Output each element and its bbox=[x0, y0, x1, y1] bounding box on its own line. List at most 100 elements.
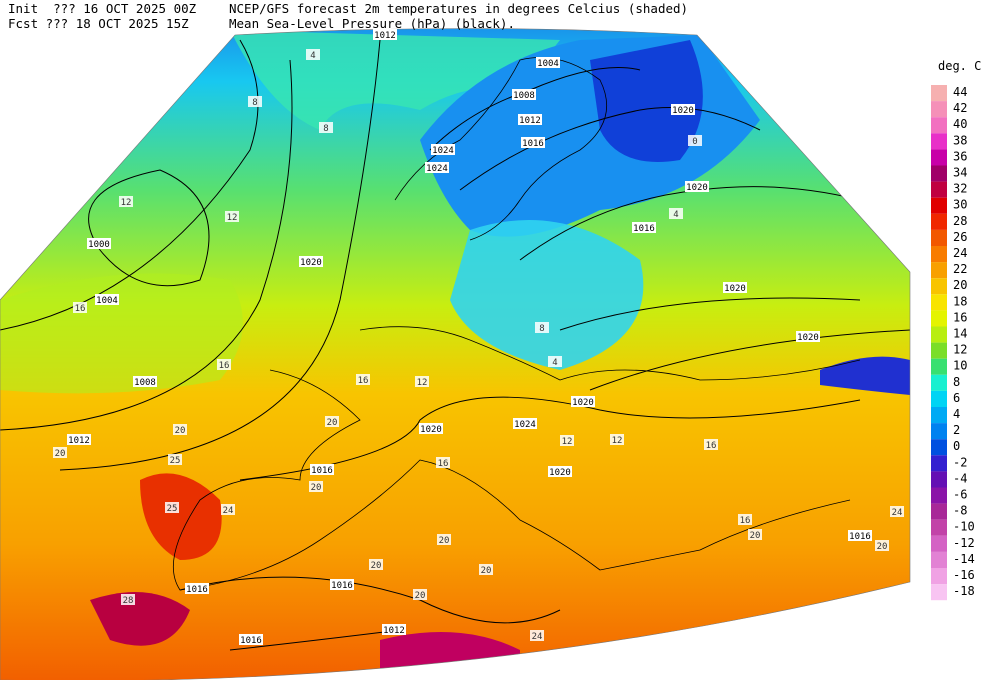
isobar-label-bg bbox=[431, 144, 455, 155]
isobar-label: 1020 bbox=[420, 425, 442, 435]
isobar-label-bg bbox=[373, 29, 397, 40]
temperature-label-bg bbox=[535, 322, 549, 333]
forecast-time: Fcst ??? 18 OCT 2025 15Z bbox=[8, 16, 189, 31]
temperature-label: 16 bbox=[706, 441, 717, 451]
isobar-label-bg bbox=[185, 583, 209, 594]
legend-swatch bbox=[931, 229, 947, 246]
isobar-label-bg bbox=[310, 464, 334, 475]
legend-swatch bbox=[931, 584, 947, 601]
temperature-label-bg bbox=[221, 504, 235, 515]
temperature-label-bg bbox=[121, 594, 135, 605]
legend-swatch bbox=[931, 503, 947, 520]
legend-label: -14 bbox=[953, 552, 975, 566]
temperature-label-bg bbox=[53, 447, 67, 458]
legend-label: 26 bbox=[953, 230, 967, 244]
legend-label: 18 bbox=[953, 294, 967, 308]
legend-swatch bbox=[931, 439, 947, 456]
isobar-label-bg bbox=[87, 238, 111, 249]
isobar-label-bg bbox=[419, 423, 443, 434]
legend-label: 36 bbox=[953, 149, 967, 163]
title-pressure: Mean Sea-Level Pressure (hPa) (black). bbox=[229, 16, 515, 31]
temperature-label: 20 bbox=[877, 542, 888, 552]
isobar-label-bg bbox=[671, 104, 695, 115]
legend-swatch bbox=[931, 535, 947, 552]
legend-label: 8 bbox=[953, 375, 960, 389]
legend-swatch bbox=[931, 278, 947, 295]
isobar-label: 1016 bbox=[186, 585, 208, 595]
title-temperature: NCEP/GFS forecast 2m temperatures in deg… bbox=[229, 1, 688, 16]
isobar-label-bg bbox=[425, 162, 449, 173]
legend-label: 14 bbox=[953, 327, 967, 341]
isobar-label: 1016 bbox=[633, 224, 655, 234]
legend-label: 10 bbox=[953, 359, 967, 373]
legend-swatch bbox=[931, 358, 947, 375]
temperature-label: 16 bbox=[75, 304, 86, 314]
temperature-label-bg bbox=[704, 439, 718, 450]
temperature-label: 20 bbox=[415, 591, 426, 601]
legend-label: -16 bbox=[953, 568, 975, 582]
temperature-label: 20 bbox=[311, 483, 322, 493]
isobar-label-bg bbox=[632, 222, 656, 233]
isobar-label: 1016 bbox=[849, 532, 871, 542]
temperature-label-bg bbox=[319, 122, 333, 133]
legend-swatch bbox=[931, 326, 947, 343]
legend-label: 38 bbox=[953, 133, 967, 147]
isobar-label-bg bbox=[685, 181, 709, 192]
legend-swatch bbox=[931, 423, 947, 440]
temperature-label-bg bbox=[875, 540, 889, 551]
isobar-label-bg bbox=[239, 634, 263, 645]
temperature-label: 20 bbox=[55, 449, 66, 459]
temperature-label-bg bbox=[479, 564, 493, 575]
legend-swatch bbox=[931, 342, 947, 359]
isobar-label-bg bbox=[513, 418, 537, 429]
temperature-label-bg bbox=[173, 424, 187, 435]
legend-swatch bbox=[931, 262, 947, 279]
legend-label: 30 bbox=[953, 198, 967, 212]
legend-label: -8 bbox=[953, 504, 967, 518]
isobar-label: 1000 bbox=[88, 240, 110, 250]
legend-label: -10 bbox=[953, 520, 975, 534]
legend-swatch bbox=[931, 471, 947, 488]
legend-swatch bbox=[931, 213, 947, 230]
isobar-label-bg bbox=[518, 114, 542, 125]
legend-label: 44 bbox=[953, 85, 967, 99]
isobar-label: 1004 bbox=[96, 296, 118, 306]
legend-label: 6 bbox=[953, 391, 960, 405]
legend-label: 32 bbox=[953, 182, 967, 196]
temperature-label: 16 bbox=[740, 516, 751, 526]
isobar-label-bg bbox=[512, 89, 536, 100]
isobar-label-bg bbox=[299, 256, 323, 267]
temperature-label-bg bbox=[119, 196, 133, 207]
legend-label: 16 bbox=[953, 310, 967, 324]
map-labels: 1012 1004 1008 1012 1016 1020 1020 1016 1020 1020… bbox=[53, 29, 904, 646]
legend-swatch bbox=[931, 455, 947, 472]
isobar-label-bg bbox=[848, 530, 872, 541]
isobar-label: 1020 bbox=[797, 333, 819, 343]
legend-swatch bbox=[931, 519, 947, 536]
legend-label: -6 bbox=[953, 488, 967, 502]
isobar-label-bg bbox=[95, 294, 119, 305]
temperature-label: 12 bbox=[562, 437, 573, 447]
temperature-label-bg bbox=[437, 534, 451, 545]
isobar-label-bg bbox=[548, 466, 572, 477]
temperature-label: 16 bbox=[358, 376, 369, 386]
temperature-label-bg bbox=[890, 506, 904, 517]
legend-swatch bbox=[931, 390, 947, 407]
isobar-label-bg bbox=[133, 376, 157, 387]
isobar-label: 1008 bbox=[134, 378, 156, 388]
temperature-label-bg bbox=[688, 135, 702, 146]
legend-swatch bbox=[931, 117, 947, 134]
isobar-label: 1012 bbox=[374, 31, 396, 41]
legend-label: 24 bbox=[953, 246, 967, 260]
temperature-label: 20 bbox=[439, 536, 450, 546]
legend-swatch bbox=[931, 165, 947, 182]
isobar-label: 1008 bbox=[513, 91, 535, 101]
temperature-label: 0 bbox=[692, 137, 697, 147]
legend-swatch bbox=[931, 101, 947, 118]
temperature-label-bg bbox=[436, 457, 450, 468]
legend-swatch bbox=[931, 181, 947, 198]
legend-swatch bbox=[931, 407, 947, 424]
legend-title: deg. C bbox=[938, 59, 981, 73]
temperature-label-bg bbox=[748, 529, 762, 540]
